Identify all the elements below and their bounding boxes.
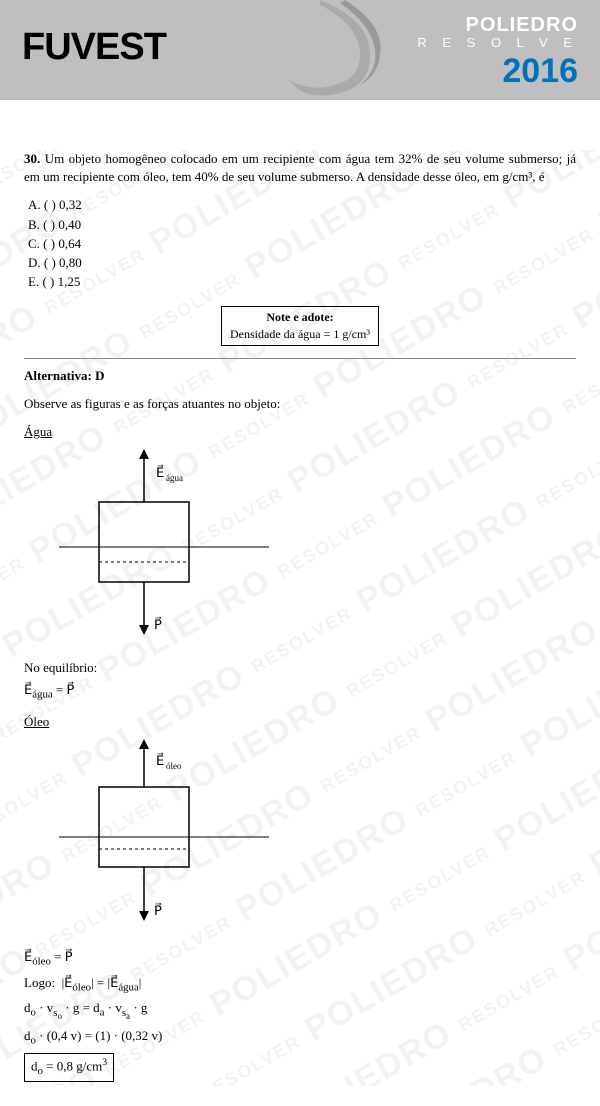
brand-year: 2016 bbox=[417, 52, 578, 91]
svg-text:óleo: óleo bbox=[166, 761, 182, 771]
eq-oil: E⃗óleo = P⃗ bbox=[24, 948, 576, 970]
eq-step1: do · vso · g = da · vsa · g bbox=[24, 999, 576, 1022]
svg-text:água: água bbox=[166, 473, 183, 483]
exam-title: FUVEST bbox=[22, 26, 166, 69]
option-a: A. ( ) 0,32 bbox=[28, 196, 576, 214]
note-text: Densidade da água = 1 g/cm³ bbox=[230, 327, 370, 341]
svg-text:P⃗: P⃗ bbox=[154, 617, 162, 632]
equilibrium-label: No equilíbrio: bbox=[24, 659, 576, 677]
logo-label: Logo: bbox=[24, 975, 55, 990]
svg-text:P⃗: P⃗ bbox=[154, 902, 162, 917]
svg-text:E⃗: E⃗ bbox=[156, 465, 164, 480]
water-section-label: Água bbox=[24, 423, 576, 441]
content-area: 30. Um objeto homogêneo colocado em um r… bbox=[0, 100, 600, 1106]
solution-intro: Observe as figuras e as forças atuantes … bbox=[24, 395, 576, 413]
option-d: D. ( ) 0,80 bbox=[28, 254, 576, 272]
question-number: 30. bbox=[24, 151, 40, 166]
brand-tagline: R E S O L V E bbox=[417, 35, 578, 50]
svg-text:E⃗: E⃗ bbox=[156, 752, 164, 767]
brand-block: POLIEDRO R E S O L V E 2016 bbox=[417, 14, 578, 91]
diagram-oil: E⃗ óleo P⃗ bbox=[54, 737, 576, 942]
option-c: C. ( ) 0,64 bbox=[28, 235, 576, 253]
answer-alternative: Alternativa: D bbox=[24, 367, 576, 385]
option-e: E. ( ) 1,25 bbox=[28, 273, 576, 291]
oil-section-label: Óleo bbox=[24, 713, 576, 731]
brand-name: POLIEDRO bbox=[417, 14, 578, 37]
diagram-water: E⃗ água P⃗ bbox=[54, 447, 576, 652]
eq-step2: do · (0,4 v) = (1) · (0,32 v) bbox=[24, 1027, 576, 1049]
option-b: B. ( ) 0,40 bbox=[28, 216, 576, 234]
eq-logo-line: Logo: |E⃗óleo| = |E⃗água| bbox=[24, 974, 576, 996]
eq-water: E⃗água = P⃗ bbox=[24, 681, 576, 703]
note-box: Note e adote: Densidade da água = 1 g/cm… bbox=[221, 306, 379, 346]
page-header: FUVEST POLIEDRO R E S O L V E 2016 bbox=[0, 0, 600, 100]
question-text: Um objeto homogêneo colocado em um recip… bbox=[24, 151, 576, 184]
question-block: 30. Um objeto homogêneo colocado em um r… bbox=[24, 150, 576, 186]
note-label: Note e adote: bbox=[266, 310, 333, 324]
eq-result: do = 0,8 g/cm3 bbox=[24, 1053, 576, 1082]
swirl-icon bbox=[260, 0, 410, 100]
divider bbox=[24, 358, 576, 359]
options-list: A. ( ) 0,32 B. ( ) 0,40 C. ( ) 0,64 D. (… bbox=[28, 196, 576, 291]
